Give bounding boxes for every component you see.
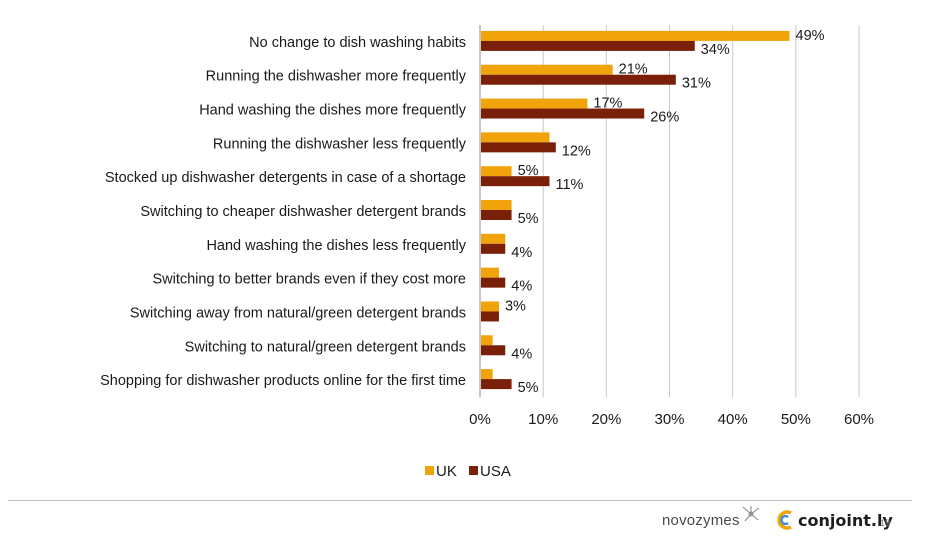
conjointly-wordmark: conjoint.ly xyxy=(798,510,893,530)
novozymes-mark-icon xyxy=(742,506,760,522)
x-tick-label: 20% xyxy=(591,411,621,428)
x-tick-label: 50% xyxy=(781,411,811,428)
data-label-uk: 49% xyxy=(796,28,825,44)
bar-usa xyxy=(481,108,645,119)
data-label-uk: 3% xyxy=(505,298,526,314)
bar-usa xyxy=(481,176,550,187)
category-label: Switching to better brands even if they … xyxy=(152,272,466,288)
category-label: Shopping for dishwasher products online … xyxy=(100,373,466,389)
data-label-usa: 11% xyxy=(555,177,583,193)
category-label: Stocked up dishwasher detergents in case… xyxy=(105,170,466,186)
category-label: No change to dish washing habits xyxy=(249,35,466,51)
bar-usa xyxy=(481,210,512,220)
legend-label-usa: USA xyxy=(480,463,511,480)
bar-usa xyxy=(481,74,676,85)
bar-usa xyxy=(481,311,499,322)
bar-uk xyxy=(481,166,512,177)
bar-usa xyxy=(481,142,556,153)
category-label: Switching away from natural/green deterg… xyxy=(130,305,466,321)
bar-usa xyxy=(481,277,506,288)
category-label: Running the dishwasher more frequently xyxy=(206,69,467,85)
data-label-usa: 4% xyxy=(511,245,532,261)
bar-usa xyxy=(481,379,512,390)
page-number: 19 xyxy=(880,518,891,528)
data-label-usa: 5% xyxy=(518,211,539,227)
category-label: Hand washing the dishes less frequently xyxy=(206,238,466,254)
conjointly-logo: conjoint.ly xyxy=(776,510,893,530)
data-label-usa: 31% xyxy=(682,76,711,92)
x-tick-label: 60% xyxy=(844,411,874,428)
bar-uk xyxy=(481,233,506,244)
data-label-usa: 12% xyxy=(562,143,591,159)
legend-swatch-uk xyxy=(425,466,434,475)
data-label-usa: 5% xyxy=(518,380,539,396)
x-tick-label: 10% xyxy=(528,411,558,428)
legend-label-uk: UK xyxy=(436,463,457,480)
category-label: Running the dishwasher less frequently xyxy=(213,136,467,152)
data-label-usa: 34% xyxy=(701,42,730,58)
data-label-uk: 17% xyxy=(593,96,622,112)
novozymes-logo: novozymes xyxy=(662,512,740,529)
bar-usa xyxy=(481,243,506,254)
bar-usa xyxy=(481,345,506,356)
bar-uk xyxy=(481,64,613,75)
data-label-uk: 21% xyxy=(619,62,648,78)
bar-uk xyxy=(481,98,588,109)
conjointly-c-icon xyxy=(777,510,792,530)
x-tick-label: 40% xyxy=(718,411,748,428)
bar-uk xyxy=(481,267,499,278)
category-label: Switching to cheaper dishwasher detergen… xyxy=(140,204,466,220)
bar-uk xyxy=(481,335,493,346)
bar-uk xyxy=(481,200,512,210)
bar-uk xyxy=(481,369,493,380)
bar-usa xyxy=(481,40,695,51)
data-label-usa: 26% xyxy=(650,110,679,126)
data-label-usa: 4% xyxy=(511,279,532,295)
legend-swatch-usa xyxy=(469,466,478,475)
data-label-uk: 5% xyxy=(518,163,539,179)
bar-chart: 0% 10% 20% 30% 40% 50% 60% No change to dish wa… xyxy=(100,25,874,480)
bar-uk xyxy=(481,132,550,143)
footer-divider xyxy=(8,500,912,501)
x-tick-label: 0% xyxy=(469,411,491,428)
x-tick-label: 30% xyxy=(654,411,684,428)
category-label: Switching to natural/green detergent bra… xyxy=(185,339,466,355)
category-label: Hand washing the dishes more frequently xyxy=(199,103,467,119)
bar-uk xyxy=(481,301,499,312)
data-label-usa: 4% xyxy=(511,346,532,362)
bar-uk xyxy=(481,30,790,41)
